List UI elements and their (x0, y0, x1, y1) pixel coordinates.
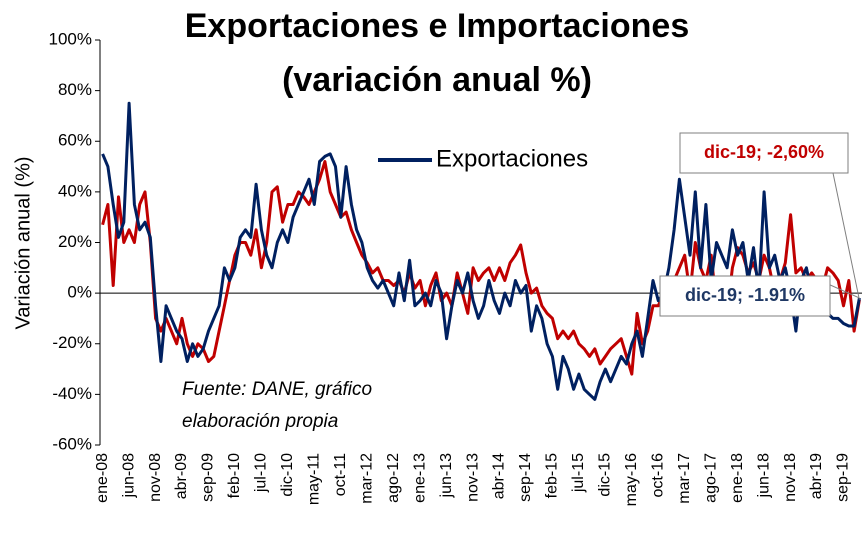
annotation-text: dic-19; -1.91% (685, 285, 805, 305)
x-tick-label: abr-14 (491, 453, 508, 499)
x-tick-label: sep-14 (517, 453, 534, 502)
y-tick-label: 80% (58, 80, 92, 99)
leader-line (832, 172, 860, 300)
x-tick-label: dic-15 (597, 453, 614, 497)
x-tick-label: ene-13 (411, 453, 428, 503)
annotation-box (679, 132, 849, 174)
x-tick-label: abr-09 (173, 453, 190, 499)
source: Fuente: DANE, gráfico (182, 379, 372, 400)
x-tick-label: abr-19 (808, 453, 825, 499)
series-line (101, 160, 861, 376)
x-tick-label: may-11 (306, 453, 323, 505)
y-tick-label: 100% (49, 29, 92, 48)
y-tick-label: 60% (58, 131, 92, 150)
x-tick-label: may-16 (623, 453, 640, 506)
x-tick-label: ago-12 (385, 453, 402, 503)
source: elaboración propia (182, 411, 338, 432)
y-tick-label: -60% (52, 434, 92, 453)
chart-subtitle: (variación anual %) (282, 61, 592, 99)
y-tick-label: -20% (52, 333, 92, 352)
y-tick-label: 0% (67, 283, 92, 302)
y-tick-label: -40% (52, 384, 92, 403)
y-axis-label: Variación anual (%) (12, 156, 34, 329)
x-tick-label: sep-19 (835, 453, 852, 502)
y-tick-label: 40% (58, 181, 92, 200)
annotation-box (659, 275, 831, 317)
x-tick-label: ene-18 (729, 453, 746, 503)
x-tick-label: dic-10 (279, 453, 296, 497)
x-tick-label: jun-18 (755, 453, 772, 499)
x-tick-label: mar-12 (358, 453, 375, 504)
x-tick-label: ene-08 (94, 453, 111, 503)
x-tick-label: ago-17 (702, 453, 719, 503)
x-tick-label: jul-15 (570, 453, 587, 493)
x-tick-label: nov-18 (782, 453, 799, 502)
x-tick-label: oct-16 (649, 453, 666, 498)
x-tick-label: feb-15 (544, 453, 561, 498)
x-tick-label: oct-11 (332, 453, 349, 496)
x-tick-label: jun-13 (438, 453, 455, 499)
chart-title: Exportaciones e Importaciones (185, 7, 690, 45)
x-tick-label: feb-10 (226, 453, 243, 498)
x-tick-label: nov-13 (464, 453, 481, 502)
x-tick-label: jun-08 (120, 453, 137, 499)
x-tick-label: nov-08 (147, 453, 164, 502)
x-tick-label: mar-17 (676, 453, 693, 504)
legend-label: Exportaciones (436, 145, 588, 172)
x-tick-label: jul-10 (253, 453, 270, 493)
y-tick-label: 20% (58, 232, 92, 251)
series-line (101, 101, 861, 401)
x-tick-label: sep-09 (200, 453, 217, 502)
annotation-text: dic-19; -2,60% (704, 142, 824, 162)
